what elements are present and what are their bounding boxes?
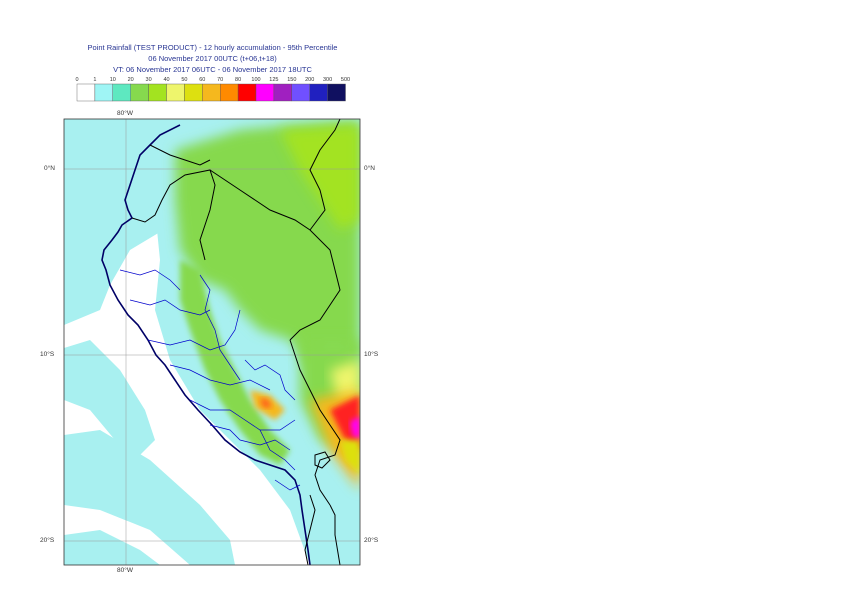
lake-titicaca [314,451,331,469]
legend-tick-label: 300 [323,77,332,83]
legend-tick-label: 1 [93,77,96,83]
lon-label-top: 80°W [117,110,133,117]
lat-label-20s-left: 20°S [40,537,55,544]
border-peru-bolivia [289,339,341,506]
heavy-rain-red [330,395,360,450]
legend-color-box [202,83,221,102]
legend-color-box [94,83,113,102]
map-frame [63,118,361,566]
lat-label-20s-right: 20°S [364,537,379,544]
legend-tick-label: 20 [128,77,134,83]
legend-color-box [255,83,275,102]
lon-label-bottom: 80°W [117,567,133,574]
map-run-time: 06 November 2017 00UTC (t+06,t+18) [148,54,277,63]
legend-tick-label: 150 [287,77,296,83]
legend-color-box [76,83,96,102]
legend-color-box [273,83,292,102]
legend-color-box [291,83,310,102]
rainfall-field [64,119,360,565]
ocean-rain-band-1 [64,340,155,455]
legend-tick-label: 80 [235,77,241,83]
legend-tick-label: 100 [251,77,260,83]
ocean-rain-band-3 [64,530,160,565]
south-rain-yellow [340,440,360,475]
region-line-5 [189,399,296,431]
region-line-6 [209,424,291,451]
coastline [101,124,311,565]
border-peru-colombia-brazil [209,169,341,341]
region-line-7 [244,359,296,401]
national-borders [131,119,341,565]
border-brazil-north [309,119,341,231]
border-ecuador-peru [131,169,216,261]
region-line-1 [119,269,181,291]
legend-color-box [219,83,239,102]
legend-tick-label: 40 [163,77,169,83]
legend-color-box [237,83,257,102]
legend-tick-label: 70 [217,77,223,83]
region-line-2 [129,299,211,316]
legend-tick-label: 0 [75,77,78,83]
rainfall-legend: 0 1 10 20 30 40 50 60 70 80 100 125 150 200 300 500 [75,77,350,102]
region-line-8 [199,274,241,381]
border-peru-chile [304,494,316,565]
region-line-3 [147,309,241,351]
border-bolivia-chile [329,504,341,565]
lat-label-0n-left: 0°N [44,165,55,172]
border-colombia-ecuador [149,144,211,166]
region-line-4 [169,364,271,391]
region-line-10 [274,479,301,491]
legend-tick-label: 10 [110,77,116,83]
lat-label-10s-left: 10°S [40,351,55,358]
lat-label-0n-right: 0°N [364,165,375,172]
legend-tick-label: 50 [181,77,187,83]
legend-color-box [184,83,203,102]
legend-color-box [112,83,131,102]
legend-color-box [166,83,185,102]
legend-color-box [130,83,149,102]
legend-tick-label: 125 [269,77,278,83]
map-title: Point Rainfall (TEST PRODUCT) - 12 hourl… [87,43,338,52]
central-rain-red [260,398,272,408]
legend-tick-label: 30 [146,77,152,83]
lat-label-10s-right: 10°S [364,351,379,358]
legend-color-box [148,83,167,102]
legend-color-box [327,83,346,102]
map-valid-time: VT: 06 November 2017 06UTC - 06 November… [113,65,312,74]
legend-tick-label: 60 [199,77,205,83]
legend-color-box [309,83,328,102]
rainfall-map [63,118,361,566]
regional-boundaries [119,269,301,491]
region-line-9 [259,429,296,471]
land-rain-lime [280,125,360,230]
legend-tick-label: 500 [341,77,350,83]
ocean-rain-band-2 [64,430,235,565]
heavy-rain-magenta [350,416,360,440]
legend-tick-label: 200 [305,77,314,83]
